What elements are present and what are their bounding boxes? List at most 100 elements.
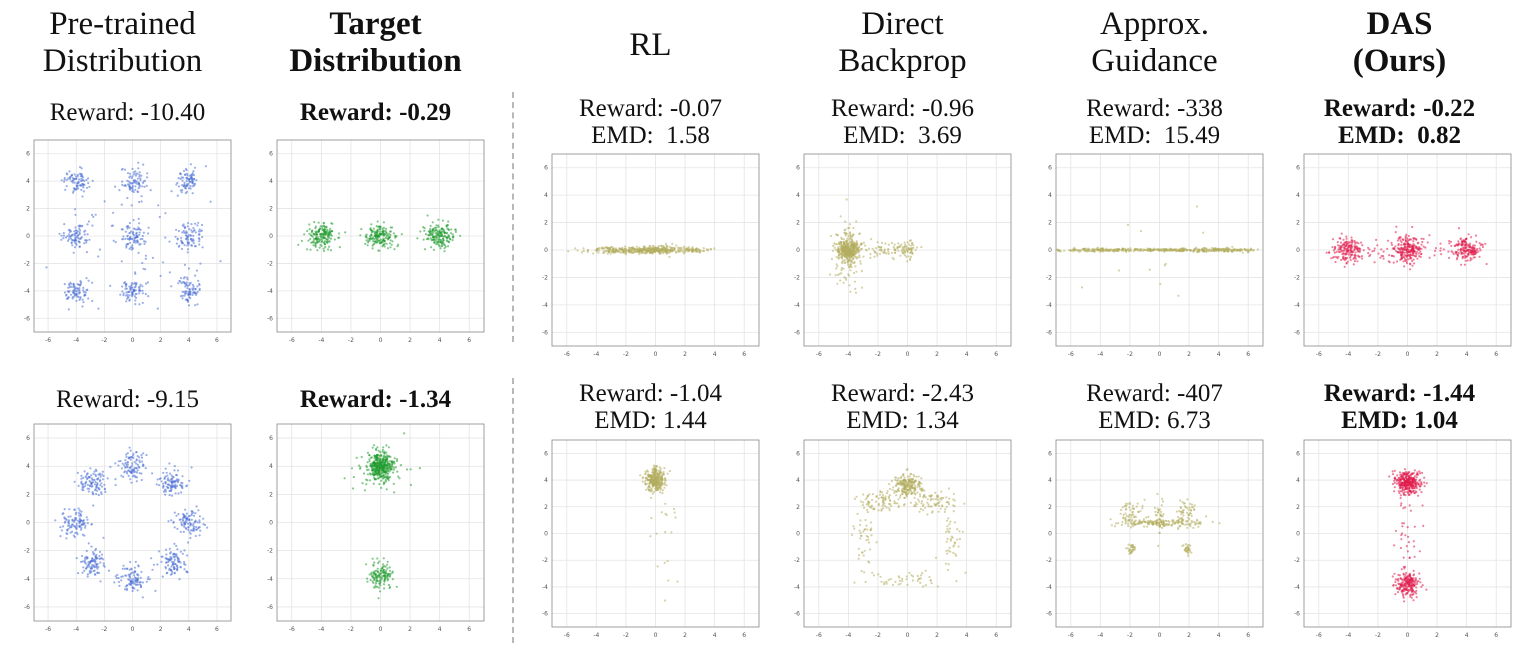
scatter-point — [200, 223, 204, 227]
scatter-point — [459, 234, 462, 237]
scatter-point — [1353, 254, 1356, 257]
scatter-point — [892, 246, 895, 249]
scatter-point — [839, 248, 842, 252]
scatter-point — [885, 252, 888, 255]
scatter-point — [171, 477, 174, 481]
scatter-point — [309, 234, 312, 237]
scatter-point — [1397, 251, 1400, 254]
scatter-point — [171, 553, 174, 556]
scatter-point — [129, 449, 132, 452]
scatter-point — [1345, 242, 1348, 245]
scatter-point — [79, 512, 82, 515]
scatter-point — [121, 183, 124, 186]
scatter-point — [912, 244, 915, 247]
x-tick-label: 4 — [1465, 351, 1469, 358]
scatter-point — [1371, 250, 1374, 253]
scatter-point — [843, 249, 846, 252]
scatter-point — [386, 575, 389, 578]
scatter-point — [162, 486, 165, 489]
scatter-point — [385, 465, 388, 468]
x-tick-label: -2 — [623, 351, 629, 358]
scatter-point — [324, 232, 327, 235]
scatter-point — [219, 260, 222, 263]
column-title-line: Distribution — [289, 43, 462, 79]
scatter-point — [135, 476, 139, 479]
scatter-point — [312, 244, 315, 247]
scatter-point — [198, 534, 201, 537]
scatter-point — [428, 234, 431, 237]
scatter-point — [1477, 250, 1480, 253]
scatter-point — [1464, 246, 1467, 249]
scatter-point — [365, 239, 368, 242]
scatter-point — [855, 241, 858, 244]
scatter-point — [887, 252, 890, 255]
scatter-point — [1405, 258, 1408, 261]
scatter-point — [196, 224, 199, 227]
scatter-point — [97, 307, 100, 310]
scatter-point — [393, 462, 396, 465]
scatter-point — [835, 233, 838, 236]
scatter-point — [376, 585, 379, 588]
scatter-point — [190, 529, 193, 532]
scatter-point — [389, 233, 392, 237]
scatter-point — [1479, 249, 1482, 252]
scatter-point — [126, 234, 129, 237]
scatter-point — [382, 563, 385, 566]
scatter-point — [388, 569, 392, 572]
scatter-point — [1412, 258, 1415, 261]
scatter-point — [189, 163, 192, 166]
y-tick-label: -4 — [267, 288, 273, 295]
scatter-point — [173, 485, 176, 488]
scatter-point — [384, 460, 387, 463]
scatter-point — [1202, 231, 1205, 234]
scatter-point — [139, 238, 142, 241]
scatter-point — [430, 246, 433, 249]
scatter-point — [635, 245, 638, 248]
scatter-point — [383, 579, 386, 582]
scatter-point — [169, 479, 172, 482]
y-tick-label: 4 — [1048, 192, 1052, 199]
scatter-point — [1405, 254, 1408, 257]
scatter-point — [194, 274, 197, 277]
scatter-point — [118, 189, 121, 192]
scatter-point — [385, 242, 388, 245]
scatter-point — [389, 230, 392, 233]
scatter-point — [175, 544, 178, 547]
scatter-point — [74, 516, 77, 520]
scatter-point — [184, 173, 187, 176]
scatter-point — [445, 224, 448, 227]
scatter-point — [126, 461, 129, 464]
scatter-point — [80, 480, 83, 483]
scatter-point — [1344, 245, 1347, 248]
scatter-point — [1394, 231, 1397, 234]
scatter-point — [149, 189, 152, 192]
scatter-point — [1114, 249, 1117, 252]
scatter-point — [707, 248, 710, 251]
scatter-point — [191, 510, 194, 513]
y-tick-label: 2 — [269, 206, 273, 213]
scatter-point — [1471, 253, 1474, 256]
scatter-point — [197, 230, 200, 233]
scatter-point — [81, 560, 84, 563]
scatter-point — [79, 528, 83, 531]
scatter-point — [183, 181, 186, 184]
scatter-point — [165, 548, 168, 551]
scatter-point — [1367, 251, 1370, 255]
scatter-point — [59, 526, 62, 529]
scatter-point — [134, 228, 137, 231]
scatter-point — [916, 246, 919, 249]
scatter-point — [147, 226, 150, 229]
scatter-point — [1478, 242, 1481, 245]
scatter-point — [1404, 235, 1407, 238]
scatter-point — [182, 513, 186, 516]
scatter-point — [67, 520, 70, 523]
scatter-point — [393, 457, 396, 460]
scatter-point — [126, 243, 129, 246]
scatter-point — [81, 195, 84, 198]
scatter-point — [1400, 256, 1403, 259]
scatter-point — [1243, 248, 1246, 251]
scatter-point — [81, 183, 85, 186]
scatter-point — [141, 289, 144, 292]
scatter-point — [864, 244, 867, 247]
scatter-point — [198, 519, 201, 522]
